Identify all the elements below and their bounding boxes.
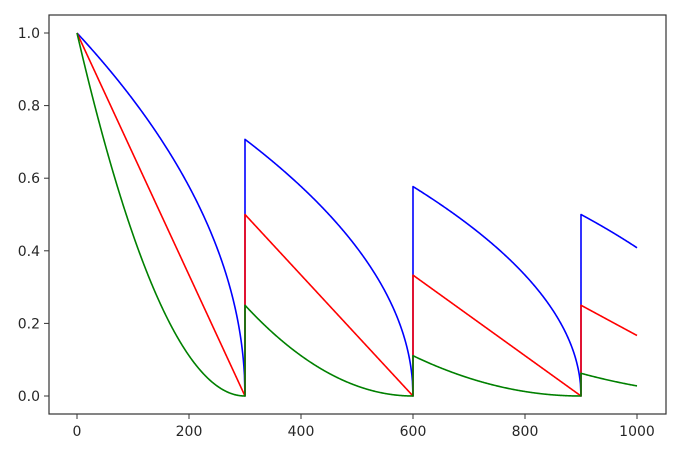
y-tick-label: 0.4 <box>18 244 40 260</box>
series-line-power-2 <box>76 32 638 397</box>
y-tick-label: 0.8 <box>18 99 40 115</box>
x-tick-label: 600 <box>400 424 427 440</box>
x-tick-label: 800 <box>512 424 539 440</box>
x-tick-label: 0 <box>73 424 82 440</box>
axes-frame <box>48 14 667 415</box>
y-axis: 0.0 0.2 0.4 0.6 0.8 1.0 <box>18 26 49 405</box>
y-tick-label: 0.0 <box>18 389 40 405</box>
series-line-power-1 <box>76 32 638 397</box>
y-tick-label: 0.2 <box>18 316 40 332</box>
series-layer <box>76 32 638 397</box>
x-tick-label: 1000 <box>619 424 655 440</box>
y-tick-label: 0.6 <box>18 171 40 187</box>
y-tick-label: 1.0 <box>18 26 40 42</box>
x-tick-label: 400 <box>288 424 315 440</box>
series-line-power-0.5 <box>76 32 638 397</box>
x-axis: 0 200 400 600 800 1000 <box>73 414 655 440</box>
x-tick-label: 200 <box>176 424 203 440</box>
